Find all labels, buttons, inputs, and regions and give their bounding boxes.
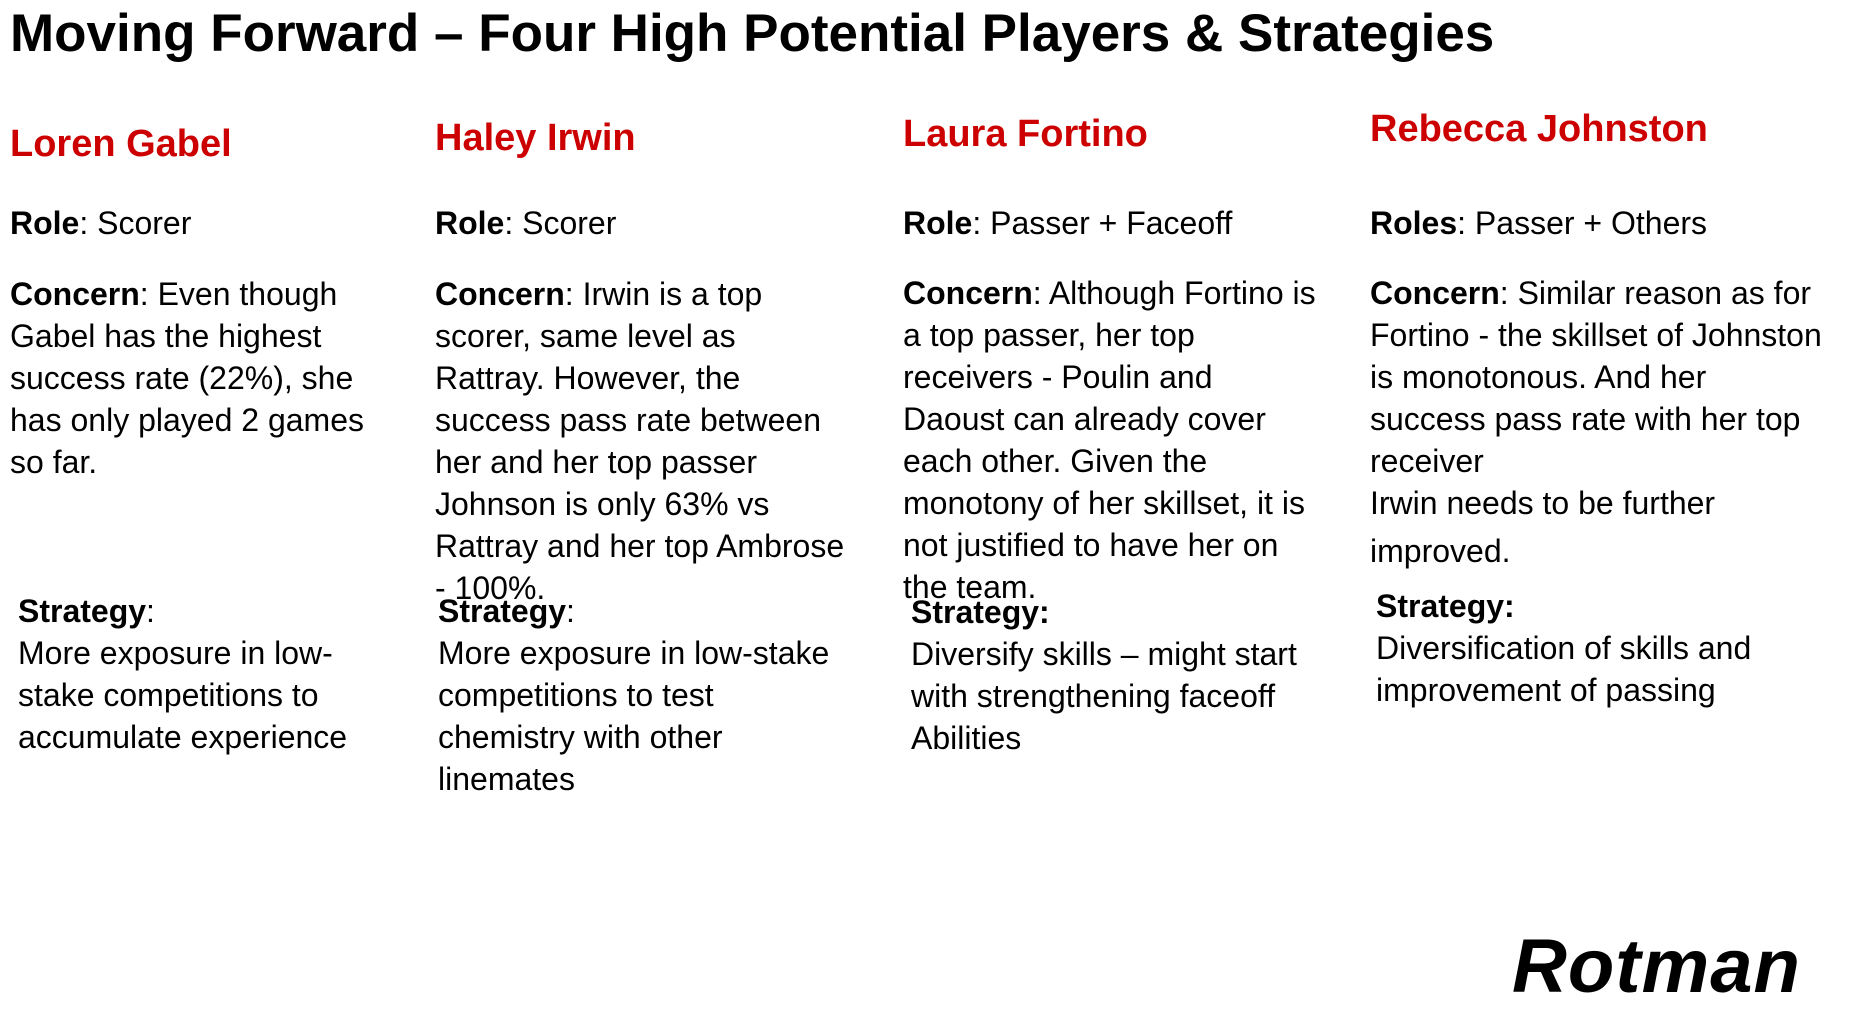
strategy-line: More exposure in low-stake (438, 635, 830, 671)
concern-line: : Although Fortino is (1032, 275, 1316, 311)
concern-line: so far. (10, 444, 98, 480)
concern-line: Daoust can already cover (903, 401, 1266, 437)
strategy-label: Strategy: (1376, 588, 1515, 624)
concern-line: receiver (1370, 443, 1484, 479)
player-concern: Concern: Even though Gabel has the highe… (10, 273, 364, 483)
player-name: Rebecca Johnston (1370, 108, 1708, 150)
rotman-logo: Rotman (1512, 924, 1801, 1009)
strategy-line: chemistry with other (438, 719, 723, 755)
strategy-line: Abilities (911, 720, 1022, 756)
player-role: Role: Scorer (435, 205, 617, 241)
concern-line: Irwin needs to be further (1370, 485, 1716, 521)
concern-line: Gabel has the highest (10, 318, 322, 354)
strategy-label: Strategy: (911, 594, 1050, 630)
role-value: Passer + Others (1474, 205, 1708, 241)
concern-line: success rate (22%), she (10, 360, 354, 396)
concern-line: the team. (903, 569, 1037, 605)
concern-line: - 100%. (435, 570, 546, 606)
concern-label: Concern (1370, 275, 1500, 311)
concern-line: Johnson is only 63% vs (435, 486, 770, 522)
concern-line: : Similar reason as for (1499, 275, 1812, 311)
player-strategy: Strategy: More exposure in low- stake co… (18, 590, 347, 758)
player-name: Laura Fortino (903, 113, 1148, 155)
role-label: Role (435, 205, 505, 241)
player-role: Role: Passer + Faceoff (903, 205, 1233, 241)
role-label: Role (10, 205, 80, 241)
player-concern: Concern: Although Fortino is a top passe… (903, 272, 1316, 608)
concern-line: has only played 2 games (10, 402, 364, 438)
player-concern: Concern: Irwin is a top scorer, same lev… (435, 273, 844, 609)
strategy-line: accumulate experience (18, 719, 348, 755)
strategy-line: competitions to test (438, 677, 714, 713)
concern-line: scorer, same level as (435, 318, 736, 354)
role-value: Scorer (97, 205, 192, 241)
strategy-line: More exposure in low- (18, 635, 333, 671)
concern-line: not justified to have her on (903, 527, 1279, 563)
concern-line: her and her top passer (435, 444, 757, 480)
strategy-line: Diversify skills – might start (911, 636, 1297, 672)
player-strategy: Strategy: Diversification of skills and … (1376, 585, 1751, 711)
concern-label: Concern (435, 276, 565, 312)
strategy-line: linemates (438, 761, 575, 797)
concern-line: Rattray and her top Ambrose (435, 528, 845, 564)
concern-line: improved. (1370, 533, 1511, 569)
concern-line: each other. Given the (903, 443, 1208, 479)
role-label: Role (903, 205, 973, 241)
concern-label: Concern (10, 276, 140, 312)
page-title: Moving Forward – Four High Potential Pla… (10, 4, 1495, 63)
strategy-line: with strengthening faceoff (911, 678, 1276, 714)
concern-line: Rattray. However, the (435, 360, 741, 396)
concern-line: a top passer, her top (903, 317, 1195, 353)
concern-line: : Irwin is a top (564, 276, 763, 312)
strategy-label: Strategy (18, 593, 147, 629)
role-value: Passer + Faceoff (990, 205, 1233, 241)
concern-label: Concern (903, 275, 1033, 311)
concern-line: receivers - Poulin and (903, 359, 1213, 395)
concern-line: : Even though (139, 276, 338, 312)
strategy-label: Strategy (438, 593, 567, 629)
concern-line: success pass rate between (435, 402, 821, 438)
role-value: Scorer (522, 205, 617, 241)
player-strategy: Strategy: Diversify skills – might start… (911, 591, 1297, 759)
role-label: Roles (1370, 205, 1458, 241)
concern-line: Fortino - the skillset of Johnston (1370, 317, 1822, 353)
strategy-line: Diversification of skills and (1376, 630, 1752, 666)
player-name: Haley Irwin (435, 117, 636, 159)
strategy-line: stake competitions to (18, 677, 319, 713)
concern-line: monotony of her skillset, it is (903, 485, 1305, 521)
player-name: Loren Gabel (10, 123, 232, 165)
concern-line: is monotonous. And her (1370, 359, 1707, 395)
strategy-line: improvement of passing (1376, 672, 1716, 708)
concern-line: success pass rate with her top (1370, 401, 1801, 437)
player-role: Role: Scorer (10, 205, 192, 241)
player-strategy: Strategy: More exposure in low-stake com… (438, 590, 829, 800)
player-role: Roles: Passer + Others (1370, 205, 1708, 241)
player-concern: Concern: Similar reason as for Fortino -… (1370, 272, 1822, 572)
